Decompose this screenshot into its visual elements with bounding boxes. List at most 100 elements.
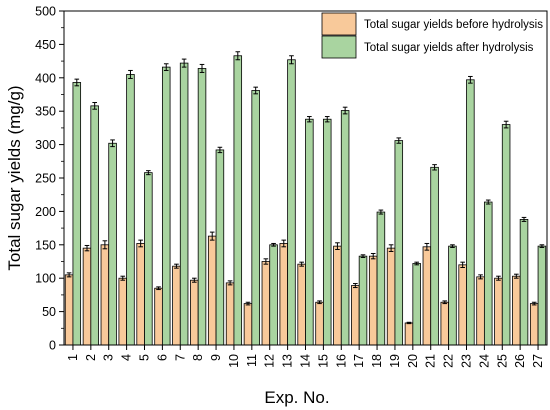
bar-before-9 xyxy=(207,235,217,346)
bar-before-25 xyxy=(494,277,503,346)
y-tick-label: 250 xyxy=(35,172,56,186)
x-tick-label-26: 26 xyxy=(513,354,527,368)
bar-before-16 xyxy=(333,245,342,346)
bar-before-14 xyxy=(297,263,306,346)
error-bar-after-13 xyxy=(289,55,294,65)
legend-label-after: Total sugar yields after hydrolysis xyxy=(364,42,534,54)
error-bar-after-1 xyxy=(74,78,80,87)
error-bar-before-17 xyxy=(353,283,358,289)
bar-before-3 xyxy=(100,244,110,346)
bar-after-6 xyxy=(161,66,171,346)
error-bar-after-10 xyxy=(235,51,241,61)
legend-label-before: Total sugar yields before hydrolysis xyxy=(364,19,543,31)
x-tick-label-11: 11 xyxy=(245,354,259,367)
error-bar-before-12 xyxy=(263,258,269,265)
x-tick-label-8: 8 xyxy=(191,354,205,361)
bar-before-5 xyxy=(136,243,145,346)
y-axis-title: Total sugar yields (mg/g) xyxy=(5,85,24,270)
error-bar-after-23 xyxy=(468,75,473,84)
bar-before-2 xyxy=(82,247,92,346)
bar-after-5 xyxy=(144,172,153,346)
x-tick-label-21: 21 xyxy=(424,354,438,368)
error-bar-before-7 xyxy=(174,263,179,269)
y-tick-label: 150 xyxy=(35,238,56,252)
x-tick-label-22: 22 xyxy=(442,354,456,368)
legend: Total sugar yields before hydrolysis Tot… xyxy=(321,12,543,59)
error-bar-after-4 xyxy=(128,69,133,79)
error-bar-before-9 xyxy=(209,231,215,241)
x-tick-label-9: 9 xyxy=(209,354,223,361)
y-tick-label: 500 xyxy=(35,5,56,19)
error-bar-after-17 xyxy=(360,254,366,258)
y-tick-label: 50 xyxy=(42,305,56,319)
error-bar-after-16 xyxy=(342,106,348,115)
bar-after-7 xyxy=(179,62,189,346)
bar-before-17 xyxy=(351,285,360,346)
bar-after-2 xyxy=(90,105,99,346)
x-tick-label-6: 6 xyxy=(155,354,169,361)
error-bar-after-19 xyxy=(396,137,402,144)
bar-after-4 xyxy=(126,74,135,346)
error-bar-before-23 xyxy=(460,261,465,269)
y-tick-label: 450 xyxy=(35,38,56,52)
error-bar-after-3 xyxy=(110,139,115,148)
x-tick-label-18: 18 xyxy=(370,354,384,368)
bar-before-23 xyxy=(458,264,467,346)
bar-after-3 xyxy=(108,142,117,346)
x-tick-label-17: 17 xyxy=(352,354,366,368)
bar-before-13 xyxy=(279,243,289,346)
bar-after-10 xyxy=(233,55,243,346)
error-bar-before-14 xyxy=(299,261,304,267)
error-bar-after-6 xyxy=(163,63,169,71)
x-tick-label-5: 5 xyxy=(138,354,152,361)
bar-after-16 xyxy=(340,110,350,346)
x-tick-label-20: 20 xyxy=(406,354,420,368)
x-tick-label-4: 4 xyxy=(120,354,134,361)
bar-after-18 xyxy=(376,211,386,346)
bar-after-24 xyxy=(483,201,493,346)
bar-before-26 xyxy=(512,275,521,346)
error-bar-after-11 xyxy=(253,86,258,95)
bar-after-21 xyxy=(430,166,439,346)
error-bar-before-1 xyxy=(66,272,72,278)
bar-before-10 xyxy=(225,282,235,346)
error-bar-before-2 xyxy=(84,244,90,252)
bar-after-13 xyxy=(287,59,296,346)
bar-before-6 xyxy=(154,287,163,346)
y-tick-label: 0 xyxy=(49,339,56,353)
error-bar-after-2 xyxy=(92,102,97,110)
bars-layer xyxy=(64,51,547,346)
x-tick-label-2: 2 xyxy=(84,354,98,361)
error-bar-after-27 xyxy=(539,244,545,248)
y-tick-label: 300 xyxy=(35,138,56,152)
x-tick-label-24: 24 xyxy=(477,354,491,368)
y-tick-label: 350 xyxy=(35,105,56,119)
x-tick-label-12: 12 xyxy=(263,354,277,368)
bar-after-27 xyxy=(537,245,547,346)
error-bar-after-8 xyxy=(199,63,205,73)
bar-before-4 xyxy=(118,277,128,346)
x-tick-label-19: 19 xyxy=(388,354,402,368)
bar-after-9 xyxy=(215,149,225,346)
error-bar-before-5 xyxy=(138,239,143,248)
error-bar-before-4 xyxy=(120,275,126,281)
error-bar-before-3 xyxy=(102,240,108,250)
x-axis-title: Exp. No. xyxy=(264,388,329,407)
bar-before-19 xyxy=(386,247,396,346)
error-bar-after-15 xyxy=(324,116,330,123)
error-bar-before-19 xyxy=(388,244,394,252)
bar-after-19 xyxy=(394,140,404,346)
x-tick-label-7: 7 xyxy=(173,354,187,361)
bar-before-12 xyxy=(261,261,271,346)
error-bar-after-9 xyxy=(217,146,223,154)
error-bar-after-24 xyxy=(485,199,491,205)
bar-before-11 xyxy=(243,303,253,346)
bar-after-23 xyxy=(466,79,475,346)
error-bar-before-13 xyxy=(281,239,287,248)
bar-after-15 xyxy=(322,118,332,346)
error-bar-after-7 xyxy=(181,58,187,68)
bar-after-8 xyxy=(197,68,207,346)
